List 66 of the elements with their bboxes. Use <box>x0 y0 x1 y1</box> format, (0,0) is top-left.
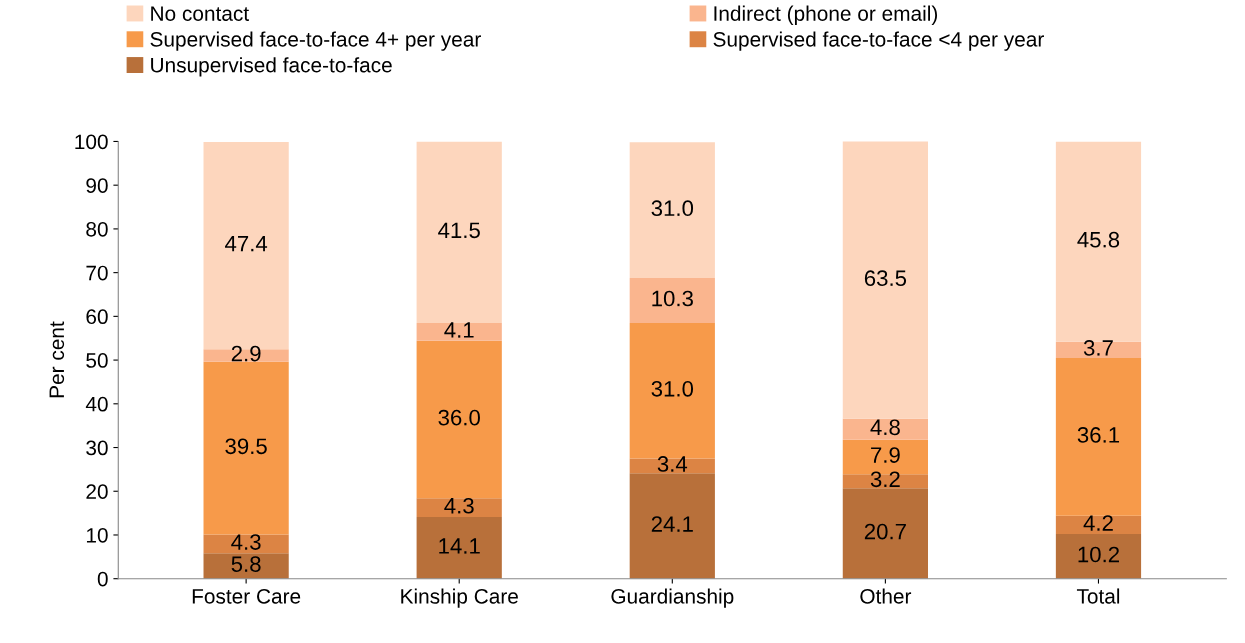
data-label: 14.1 <box>439 538 480 554</box>
y-tick-label: 90 <box>86 178 108 193</box>
x-tick-label: Guardianship <box>611 588 734 608</box>
data-label: 10.3 <box>652 290 693 307</box>
y-tick-label: 80 <box>86 221 108 237</box>
legend-label: Supervised face-to-face 4+ per year <box>150 31 481 51</box>
data-label: 36.0 <box>438 409 480 426</box>
legend-label: Supervised face-to-face <4 per year <box>713 31 1044 51</box>
y-tick-label: 100 <box>75 134 108 150</box>
bar <box>416 141 502 323</box>
data-label: 47.4 <box>225 235 268 252</box>
x-tick-label: Other <box>860 588 912 604</box>
bar <box>842 488 928 579</box>
y-tick-label: 70 <box>86 265 108 281</box>
y-tick-label: 50 <box>86 353 108 368</box>
data-label: 2.9 <box>231 345 261 362</box>
data-label: 45.8 <box>1077 231 1120 248</box>
legend-label: Unsupervised face-to-face <box>151 57 392 77</box>
data-label: 4.3 <box>444 497 474 514</box>
bar <box>842 418 928 440</box>
bar <box>416 322 502 341</box>
data-label: 31.0 <box>651 200 694 217</box>
bar <box>416 498 502 518</box>
data-label: 4.3 <box>231 534 261 550</box>
bar <box>1055 341 1142 358</box>
data-label: 4.8 <box>870 419 900 436</box>
data-label: 5.8 <box>231 556 261 572</box>
bar <box>203 553 289 579</box>
bar <box>629 277 715 323</box>
legend-label: No contact <box>151 6 249 21</box>
bar <box>203 361 289 535</box>
bar <box>629 473 715 579</box>
data-label: 3.4 <box>657 456 688 472</box>
bar <box>1055 534 1142 579</box>
y-tick-label: 30 <box>86 440 108 456</box>
bar <box>1055 515 1142 535</box>
data-label: 7.9 <box>871 447 900 463</box>
data-label: 3.7 <box>1083 340 1113 356</box>
data-label: 31.0 <box>651 380 694 397</box>
y-tick-label: 10 <box>86 527 108 543</box>
y-tick-label: 20 <box>86 484 108 500</box>
bar <box>1055 141 1142 342</box>
data-label: 36.1 <box>1077 427 1120 443</box>
bar <box>416 340 502 499</box>
data-label: 20.7 <box>864 523 906 540</box>
bar <box>629 142 715 278</box>
legend-label: Indirect (phone or email) <box>714 5 938 26</box>
data-label: 63.5 <box>864 270 907 287</box>
y-tick-label: 0 <box>97 571 108 587</box>
data-label: 4.2 <box>1083 515 1113 531</box>
data-label: 3.2 <box>870 471 900 488</box>
bar <box>842 141 928 419</box>
data-label: 4.1 <box>444 322 474 338</box>
data-label: 24.1 <box>651 516 693 532</box>
bar <box>1055 357 1142 516</box>
x-tick-label: Kinship Care <box>401 588 518 608</box>
x-tick-label: Total <box>1076 588 1120 604</box>
y-tick-label: 60 <box>86 309 108 325</box>
data-label: 10.2 <box>1078 546 1119 563</box>
x-tick-label: Foster Care <box>192 588 301 604</box>
y-axis-title: Per cent <box>49 321 65 398</box>
data-label: 41.5 <box>438 222 480 239</box>
bar <box>416 517 502 579</box>
bar <box>629 458 715 474</box>
data-label: 39.5 <box>225 438 267 455</box>
y-tick-label: 40 <box>85 396 108 412</box>
